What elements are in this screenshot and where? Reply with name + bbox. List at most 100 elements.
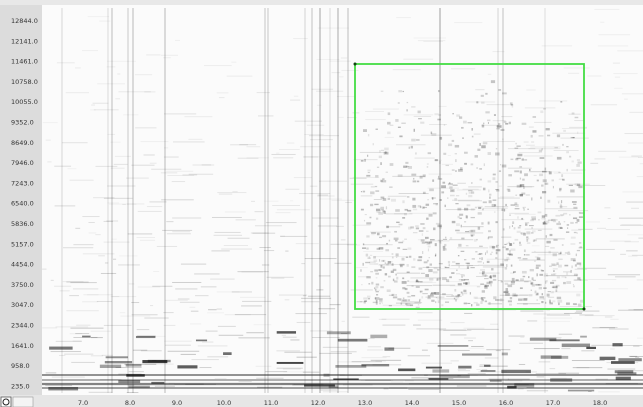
low-note: [502, 353, 508, 356]
noise-dot: [495, 181, 497, 182]
noise-dot: [546, 241, 550, 244]
noise-dot: [386, 243, 388, 244]
noise-dot: [476, 304, 479, 306]
harmonic-dash: [218, 326, 236, 327]
harmonic-dash: [341, 70, 358, 71]
harmonic-dash: [99, 21, 110, 22]
harmonic-dash: [438, 106, 446, 107]
noise-dot: [462, 137, 464, 139]
noise-dot: [484, 163, 485, 166]
noise-dot: [428, 248, 429, 251]
harmonic-dash: [208, 309, 217, 310]
harmonic-dash: [66, 310, 98, 311]
noise-dot: [374, 269, 378, 271]
noise-dot: [407, 292, 410, 294]
noise-dot: [558, 221, 559, 222]
harmonic-dash: [417, 312, 432, 313]
harmonic-dash: [271, 278, 284, 279]
noise-dot: [378, 212, 383, 215]
noise-dot: [373, 256, 376, 258]
noise-dot: [405, 303, 407, 305]
harmonic-dash: [467, 329, 499, 330]
noise-dot: [559, 227, 562, 229]
harmonic-dash: [137, 237, 156, 238]
noise-dot: [493, 275, 496, 278]
harmonic-dash: [622, 93, 643, 94]
noise-dot: [554, 147, 557, 148]
selection-handle[interactable]: [583, 308, 586, 311]
harmonic-dash: [638, 238, 643, 239]
noise-dot: [506, 264, 507, 267]
harmonic-dash: [120, 316, 150, 317]
harmonic-dash: [97, 301, 112, 302]
noise-dot: [366, 235, 369, 237]
noise-dot: [565, 277, 567, 278]
harmonic-dash: [626, 202, 643, 203]
noise-dot: [379, 303, 380, 304]
x-axis-label: 12.0: [311, 399, 325, 407]
noise-dot: [574, 232, 577, 233]
selection-handle[interactable]: [354, 63, 357, 66]
noise-dot: [506, 257, 509, 260]
harmonic-dash: [537, 254, 566, 255]
noise-dot: [566, 281, 571, 284]
harmonic-dash: [433, 285, 456, 286]
harmonic-dash: [543, 321, 570, 322]
harmonic-dash: [147, 206, 162, 207]
low-note: [48, 387, 78, 390]
noise-dot: [439, 161, 441, 164]
harmonic-dash: [114, 164, 128, 165]
harmonic-dash: [541, 218, 545, 219]
noise-dot: [448, 261, 450, 263]
noise-dot: [556, 219, 557, 220]
harmonic-dash: [563, 271, 571, 272]
harmonic-dash: [352, 317, 369, 318]
noise-dot: [481, 257, 483, 260]
harmonic-dash: [83, 253, 115, 254]
harmonic-dash: [526, 145, 535, 146]
harmonic-dash: [598, 45, 628, 46]
noise-dot: [475, 207, 477, 209]
harmonic-dash: [442, 164, 453, 165]
harmonic-dash: [224, 245, 248, 246]
harmonic-dash: [508, 168, 532, 169]
noise-dot: [396, 277, 398, 280]
noise-dot: [492, 246, 495, 248]
x-axis-label: 18.0: [593, 399, 607, 407]
noise-dot: [458, 255, 459, 256]
noise-dot: [446, 165, 449, 166]
noise-dot: [390, 125, 394, 126]
harmonic-dash: [609, 329, 629, 330]
harmonic-dash: [608, 274, 640, 275]
menu-button[interactable]: [13, 397, 33, 407]
noise-dot: [428, 246, 431, 248]
harmonic-dash: [427, 343, 454, 344]
harmonic-dash: [297, 322, 311, 323]
harmonic-dash: [60, 290, 70, 291]
harmonic-dash: [138, 211, 162, 212]
low-note: [177, 365, 197, 368]
noise-dot: [551, 179, 553, 181]
noise-dot: [381, 91, 384, 92]
noise-dot: [403, 249, 408, 250]
harmonic-dash: [527, 390, 548, 391]
noise-dot: [438, 178, 443, 180]
harmonic-dash: [164, 147, 168, 148]
harmonic-dash: [287, 143, 294, 144]
harmonic-dash: [396, 17, 411, 18]
noise-dot: [543, 108, 546, 109]
noise-dot: [510, 159, 513, 160]
y-axis-label: 10055.0: [11, 98, 38, 106]
noise-dot: [499, 170, 501, 172]
noise-dot: [413, 232, 417, 233]
noise-dot: [440, 241, 442, 244]
noise-dot: [495, 299, 500, 300]
noise-dot: [526, 194, 530, 196]
noise-dot: [576, 164, 580, 167]
noise-dot: [564, 221, 566, 222]
harmonic-dash: [217, 92, 229, 93]
harmonic-dash: [282, 335, 286, 336]
noise-dot: [567, 224, 569, 226]
noise-dot: [465, 231, 469, 232]
noise-dot: [405, 209, 408, 211]
